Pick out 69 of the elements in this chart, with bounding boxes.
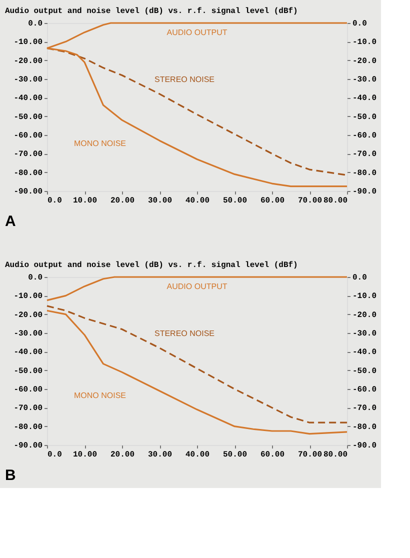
y-tick-label: -70.00	[14, 150, 43, 160]
x-tick-label: 50.00	[222, 196, 248, 206]
y-tick-label: -10.00	[14, 38, 43, 48]
x-tick-label: 30.00	[148, 196, 172, 206]
y-tick-label: 0.0	[28, 20, 43, 28]
y2-tick-label: 0.0	[352, 20, 368, 28]
y-tick-label: -50.00	[14, 366, 43, 376]
chart-title: Audio output and noise level (dB) vs. r.f. signal level (dBf)	[5, 261, 298, 270]
y2-tick-label: -10.0	[352, 292, 377, 302]
x-tick-label: 60.00	[260, 196, 285, 206]
y2-tick-label: -40.0	[352, 94, 377, 104]
y-tick-label: -60.00	[14, 386, 43, 394]
x-tick-label: 80.00	[323, 450, 348, 460]
y-tick-label: -50.00	[14, 112, 43, 122]
y-tick-label: -80.00	[14, 422, 43, 432]
x-tick-label: 10.00	[72, 450, 98, 460]
y-tick-label: -40.00	[14, 94, 43, 104]
y-tick-label: -70.00	[14, 404, 43, 414]
series-label: MONO NOISE	[74, 391, 126, 400]
y2-tick-label: -30.0	[352, 76, 377, 84]
y-tick-label: -30.00	[14, 76, 43, 84]
y-tick-label: -20.00	[14, 310, 43, 320]
x-tick-label: 0.0	[48, 450, 62, 460]
series-label: MONO NOISE	[74, 139, 126, 148]
series-label: STEREO NOISE	[154, 328, 215, 338]
y-tick-label: -30.00	[14, 330, 43, 338]
y2-tick-label: -20.0	[352, 310, 377, 320]
y2-tick-label: -50.0	[352, 112, 377, 122]
y2-tick-label: -70.0	[352, 150, 377, 160]
y2-tick-label: -80.0	[352, 422, 377, 432]
y-tick-label: -80.00	[14, 168, 43, 178]
x-tick-label: 30.00	[148, 450, 172, 460]
y-tick-label: -20.00	[14, 56, 43, 66]
y2-tick-label: -30.0	[352, 330, 377, 338]
x-tick-label: 10.00	[72, 196, 98, 206]
x-tick-label: 0.0	[48, 196, 62, 206]
x-tick-label: 70.00	[298, 196, 322, 206]
x-tick-label: 80.00	[323, 196, 348, 206]
x-tick-label: 50.00	[222, 450, 248, 460]
x-tick-label: 60.00	[260, 450, 285, 460]
y2-tick-label: -60.0	[352, 386, 377, 394]
x-tick-label: 40.00	[185, 450, 210, 460]
y2-tick-label: -90.0	[352, 188, 377, 196]
series-label: AUDIO OUTPUT	[166, 28, 228, 37]
x-tick-label: 70.00	[298, 450, 322, 460]
y2-tick-label: -70.0	[352, 404, 377, 414]
y-tick-label: -90.00	[14, 442, 43, 450]
y-tick-label: -60.00	[14, 132, 43, 140]
text: A	[5, 213, 16, 230]
y2-tick-label: -90.0	[352, 442, 377, 450]
x-tick-label: 20.00	[110, 196, 135, 206]
y2-tick-label: -50.0	[352, 366, 377, 376]
series-label: AUDIO OUTPUT	[166, 282, 228, 291]
x-tick-label: 40.00	[185, 196, 210, 206]
y-tick-label: -10.00	[14, 292, 43, 302]
line-series	[46, 276, 348, 302]
x-tick-label: 20.00	[110, 450, 135, 460]
text: B	[5, 467, 16, 484]
y2-tick-label: -40.0	[352, 348, 377, 358]
series-label: STEREO NOISE	[154, 74, 215, 84]
y-tick-label: -90.00	[14, 188, 43, 196]
y2-tick-label: 0.0	[352, 274, 368, 282]
y-tick-label: 0.0	[28, 274, 43, 282]
y2-tick-label: -10.0	[352, 38, 377, 48]
chart-title: Audio output and noise level (dB) vs. r.f. signal level (dBf)	[5, 7, 298, 16]
y2-tick-label: -60.0	[352, 132, 377, 140]
y2-tick-label: -20.0	[352, 56, 377, 66]
y2-tick-label: -80.0	[352, 168, 377, 178]
y-tick-label: -40.00	[14, 348, 43, 358]
